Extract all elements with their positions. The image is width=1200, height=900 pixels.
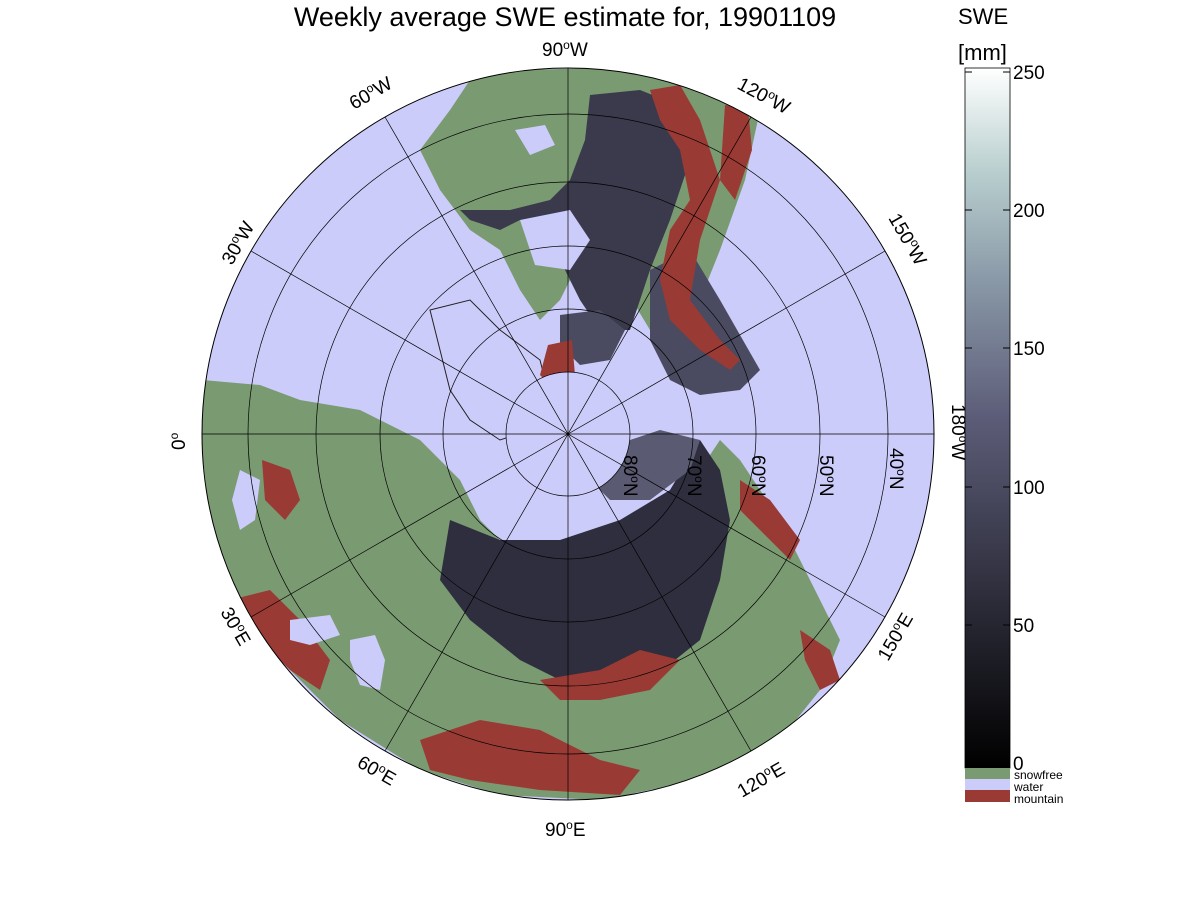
colorbar-tick-labels: 250 200 150 100 50 0 bbox=[1013, 63, 1045, 775]
colorbar: 250 200 150 100 50 0 snowfree water moun… bbox=[964, 63, 1063, 806]
colorbar-mountain-swatch bbox=[965, 790, 1010, 802]
chart-title: Weekly average SWE estimate for, 1990110… bbox=[293, 2, 837, 32]
lon-label-90e: 90oE bbox=[545, 818, 586, 841]
lat-label-70n: 70oN bbox=[683, 455, 706, 497]
colorbar-category-labels: snowfree water mountain bbox=[1013, 768, 1063, 806]
hudson-bay bbox=[520, 210, 590, 270]
colorbar-tick-100: 100 bbox=[1013, 478, 1045, 499]
baltic-sea bbox=[232, 470, 260, 530]
great-lakes bbox=[515, 125, 555, 155]
colorbar-tick-50: 50 bbox=[1013, 616, 1034, 637]
colorbar-label-water: water bbox=[1013, 780, 1043, 794]
colorbar-tick-200: 200 bbox=[1013, 201, 1045, 222]
siberia-snow bbox=[440, 440, 730, 690]
lat-label-50n: 50oN bbox=[815, 455, 838, 497]
lat-label-40n: 40oN bbox=[885, 448, 908, 490]
lon-label-60e: 60oE bbox=[354, 750, 401, 790]
colorbar-label-snowfree: snowfree bbox=[1014, 768, 1063, 782]
longitude-grid bbox=[202, 68, 934, 800]
kamchatka-mountain bbox=[800, 630, 840, 690]
himalaya-mountain bbox=[420, 720, 640, 795]
colorbar-label-unit: [mm] bbox=[958, 40, 1007, 65]
lat-label-80n: 80oN bbox=[619, 455, 642, 497]
map-border bbox=[201, 67, 935, 801]
lon-label-90w: 90oW bbox=[542, 38, 588, 61]
colorbar-water-swatch bbox=[965, 779, 1010, 790]
north-america-snow bbox=[460, 90, 690, 330]
colorbar-snowfree-swatch bbox=[965, 768, 1010, 779]
lon-label-60w: 60oW bbox=[345, 71, 396, 114]
colorbar-tick-250: 250 bbox=[1013, 63, 1045, 84]
lon-label-120e: 120oE bbox=[733, 757, 789, 802]
map-disc bbox=[202, 68, 934, 800]
lon-label-180w: 180oW bbox=[947, 404, 970, 460]
rockies-mountain bbox=[650, 85, 740, 370]
colorbar-gradient bbox=[964, 67, 1011, 769]
colorbar-tick-0: 0 bbox=[1013, 754, 1024, 775]
lat-label-60n: 60oN bbox=[747, 455, 770, 497]
lon-label-0: 0o bbox=[167, 432, 190, 450]
scandinavia-mountain bbox=[262, 460, 300, 520]
colorbar-tick-150: 150 bbox=[1013, 339, 1045, 360]
arctic-archipelago-snow bbox=[560, 310, 625, 365]
latitude-labels: 80oN 70oN 60oN 50oN 40oN bbox=[619, 448, 908, 497]
colorbar-ticks bbox=[965, 71, 1010, 764]
colorbar-label-swe: SWE bbox=[958, 4, 1009, 29]
colorbar-label-mountain: mountain bbox=[1014, 792, 1063, 806]
lon-label-150w: 150oW bbox=[884, 209, 932, 269]
central-asia-mountain bbox=[540, 650, 680, 700]
far-east-mountain bbox=[740, 480, 800, 560]
